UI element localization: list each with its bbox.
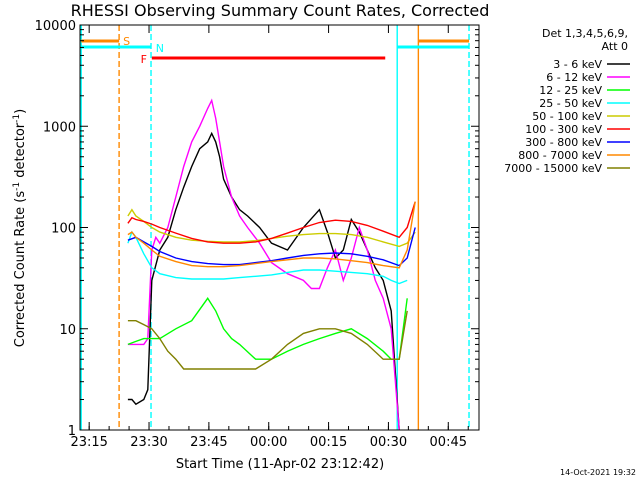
y-tick-label: 100 xyxy=(51,222,76,237)
legend-label: 300 - 800 keV xyxy=(525,136,602,149)
state-label-s: S xyxy=(123,35,130,48)
y-axis-label: Corrected Count Rate (s-1 detector-1) xyxy=(12,109,28,347)
x-tick-label: 00:00 xyxy=(250,435,287,450)
series-line xyxy=(127,208,416,248)
legend-label: 800 - 7000 keV xyxy=(518,149,602,162)
y-tick-label: 10000 xyxy=(35,19,76,34)
legend-header-line-2: Att 0 xyxy=(602,40,628,53)
series-line xyxy=(127,98,400,431)
x-tick-label: 00:15 xyxy=(310,435,347,450)
series-line xyxy=(127,227,416,267)
series-line xyxy=(127,201,416,244)
series-line xyxy=(127,131,400,431)
series-line xyxy=(127,297,408,360)
x-tick-label: 23:30 xyxy=(130,435,167,450)
x-tick-label: 00:45 xyxy=(430,435,467,450)
chart-title: RHESSI Observing Summary Count Rates, Co… xyxy=(71,1,490,20)
legend-label: 12 - 25 keV xyxy=(539,84,602,97)
plot-frame xyxy=(79,24,480,431)
legend-label: 6 - 12 keV xyxy=(546,71,602,84)
x-tick-label: 00:30 xyxy=(370,435,407,450)
series-line xyxy=(127,230,408,285)
legend-label: 25 - 50 keV xyxy=(539,97,602,110)
y-tick-label: 10 xyxy=(59,323,76,338)
x-tick-label: 23:45 xyxy=(190,435,227,450)
x-axis-label: Start Time (11-Apr-02 23:12:42) xyxy=(176,457,384,472)
y-tick-label: 1000 xyxy=(43,120,76,135)
x-tick-label: 23:15 xyxy=(70,435,107,450)
series-line xyxy=(127,201,416,269)
y-tick-label: 1 xyxy=(68,424,76,439)
legend-header-line-1: Det 1,3,4,5,6,9, xyxy=(542,27,628,40)
legend-label: 3 - 6 keV xyxy=(553,58,602,71)
legend-label: 50 - 100 keV xyxy=(532,110,602,123)
state-label-n: N xyxy=(156,42,164,55)
series-line xyxy=(127,310,408,370)
legend-label: 100 - 300 keV xyxy=(525,123,602,136)
series-lines xyxy=(127,98,416,431)
state-label-f: F xyxy=(141,53,147,66)
axes: 23:15 23:30 23:45 00:00 00:15 00:30 00:45 1 10 10… xyxy=(35,19,479,450)
legend-label: 7000 - 15000 keV xyxy=(504,162,602,175)
state-bars: S NF xyxy=(81,35,470,66)
timestamp: 14-Oct-2021 19:32 xyxy=(560,468,636,477)
